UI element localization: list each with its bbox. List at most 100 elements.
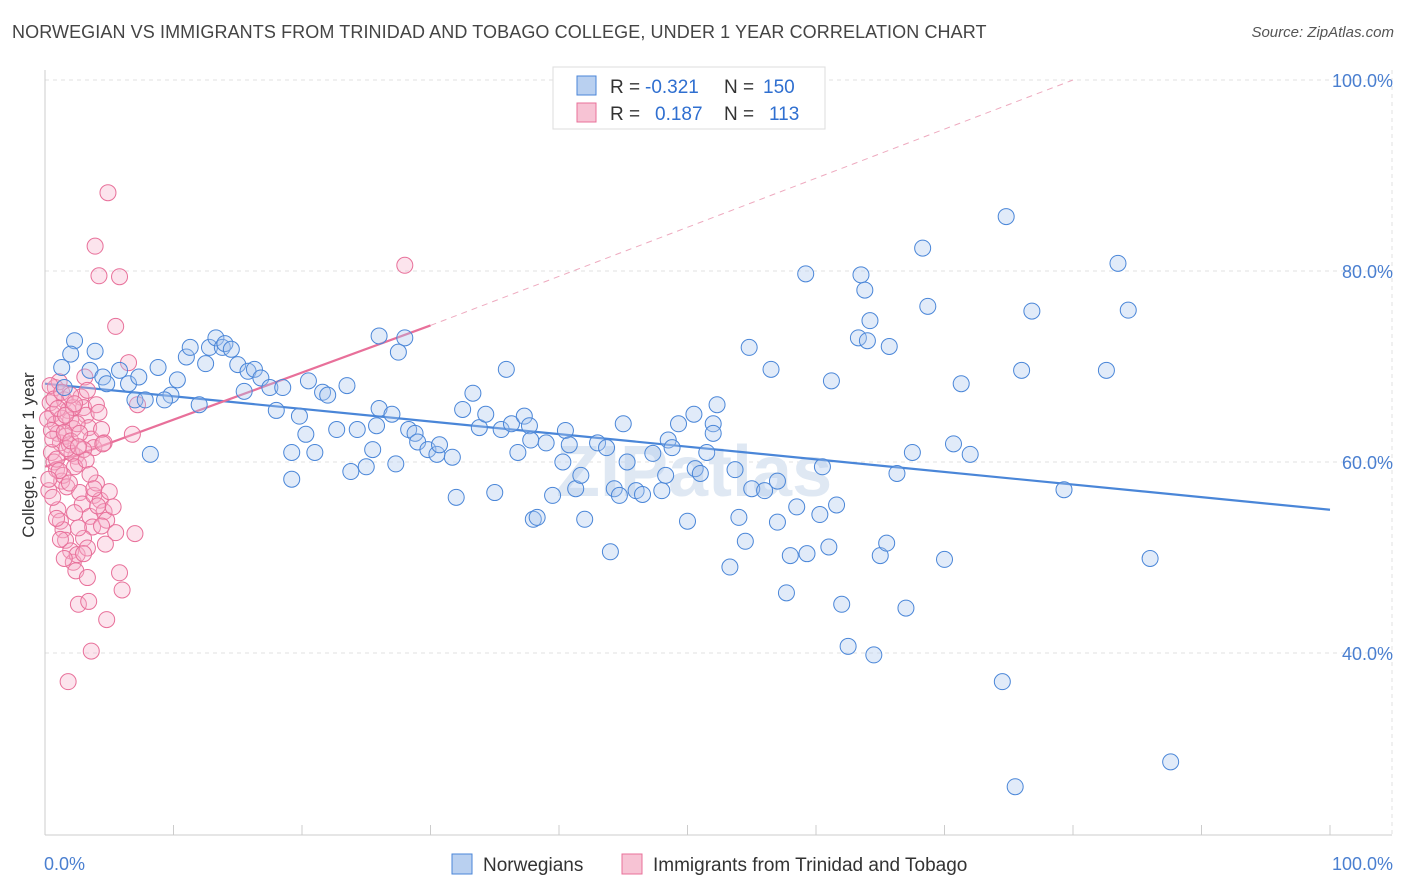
- point-trinidad-73: [99, 184, 117, 202]
- point-norwegians-126: [997, 208, 1015, 226]
- point-norwegians-88: [663, 439, 681, 457]
- point-norwegians-35: [314, 383, 332, 401]
- point-norwegians-66: [515, 407, 533, 425]
- point-norwegians-123: [944, 435, 962, 453]
- point-norwegians-99: [736, 532, 754, 550]
- point-trinidad-58: [111, 564, 129, 582]
- point-norwegians-138: [544, 486, 562, 504]
- point-norwegians-62: [486, 484, 504, 502]
- point-norwegians-108: [820, 538, 838, 556]
- legend-r-value-2: 0.187: [655, 104, 703, 125]
- point-norwegians-159: [822, 372, 840, 390]
- point-norwegians-134: [1141, 549, 1159, 567]
- legend-r-label-1: R =: [610, 77, 640, 98]
- point-norwegians-135: [1162, 753, 1180, 771]
- point-norwegians-57: [447, 488, 465, 506]
- point-norwegians-63: [492, 421, 510, 439]
- y-tick-label-0: 40.0%: [1342, 644, 1393, 664]
- legend-r-label-2: R =: [610, 104, 640, 125]
- point-norwegians-151: [168, 371, 186, 389]
- point-trinidad-105: [51, 530, 69, 548]
- point-norwegians-142: [657, 466, 675, 484]
- point-norwegians-16: [177, 348, 195, 366]
- point-norwegians-40: [348, 421, 366, 439]
- point-norwegians-98: [730, 508, 748, 526]
- source-credit: Source: ZipAtlas.com: [1251, 24, 1394, 41]
- y-tick-label-1: 60.0%: [1342, 453, 1393, 473]
- point-norwegians-145: [781, 547, 799, 565]
- point-trinidad-96: [69, 438, 87, 456]
- point-norwegians-149: [961, 445, 979, 463]
- bottom-legend-swatch-trinidad: [621, 853, 643, 875]
- point-norwegians-136: [685, 405, 703, 423]
- point-norwegians-3: [62, 345, 80, 363]
- point-norwegians-71: [537, 434, 555, 452]
- point-trinidad-85: [68, 415, 86, 433]
- point-norwegians-109: [828, 496, 846, 514]
- legend-r-value-1: -0.321: [645, 77, 699, 98]
- point-norwegians-153: [740, 338, 758, 356]
- point-trinidad-25: [85, 439, 103, 457]
- point-norwegians-50: [370, 327, 388, 345]
- point-trinidad-47: [68, 546, 86, 564]
- point-trinidad-109: [69, 519, 87, 537]
- point-norwegians-36: [319, 386, 337, 404]
- point-norwegians-26: [245, 360, 263, 378]
- point-norwegians-119: [903, 443, 921, 461]
- point-norwegians-116: [878, 534, 896, 552]
- point-norwegians-74: [560, 436, 578, 454]
- point-trinidad-48: [75, 529, 93, 547]
- point-norwegians-23: [222, 340, 240, 358]
- point-norwegians-150: [235, 382, 253, 400]
- point-norwegians-105: [788, 498, 806, 516]
- chart-title: NORWEGIAN VS IMMIGRANTS FROM TRINIDAD AN…: [12, 22, 987, 42]
- legend-swatch-blue: [576, 75, 597, 96]
- point-norwegians-111: [839, 637, 857, 655]
- point-trinidad-71: [111, 268, 129, 286]
- point-norwegians-33: [297, 425, 315, 443]
- point-norwegians-64: [502, 415, 520, 433]
- point-trinidad-35: [78, 381, 96, 399]
- point-trinidad-56: [104, 498, 122, 516]
- point-norwegians-89: [670, 415, 688, 433]
- point-norwegians-140: [852, 266, 870, 284]
- point-norwegians-41: [357, 458, 375, 476]
- point-trinidad-74: [396, 256, 414, 274]
- point-trinidad-76: [42, 421, 60, 439]
- point-norwegians-10: [130, 368, 148, 386]
- point-norwegians-102: [762, 360, 780, 378]
- point-norwegians-38: [338, 377, 356, 395]
- point-trinidad-87: [75, 441, 93, 459]
- point-trinidad-62: [82, 642, 100, 660]
- point-norwegians-42: [364, 441, 382, 459]
- x-tick-label-1: 100.0%: [1332, 854, 1393, 874]
- series-trinidad-points: [39, 184, 414, 691]
- point-norwegians-58: [454, 400, 472, 418]
- axes: [44, 70, 1392, 836]
- point-norwegians-75: [567, 480, 585, 498]
- point-norwegians-146: [797, 265, 815, 283]
- point-norwegians-131: [1097, 361, 1115, 379]
- point-trinidad-69: [107, 317, 125, 335]
- point-norwegians-128: [1013, 361, 1031, 379]
- point-norwegians-61: [477, 405, 495, 423]
- point-trinidad-101: [96, 535, 114, 553]
- legend-swatch-pink: [576, 102, 597, 123]
- point-trinidad-65: [126, 525, 144, 543]
- point-norwegians-59: [464, 384, 482, 402]
- bottom-legend-norwegians: Norwegians: [483, 855, 583, 876]
- point-trinidad-93: [57, 406, 75, 424]
- trend-line-norwegians: [44, 382, 1331, 511]
- point-norwegians-122: [936, 550, 953, 568]
- legend-top: R = -0.321 N = 150 R = 0.187 N = 113: [552, 66, 826, 130]
- point-norwegians-45: [383, 405, 401, 423]
- point-norwegians-94: [704, 415, 722, 433]
- point-norwegians-65: [509, 443, 527, 461]
- point-trinidad-81: [55, 423, 73, 441]
- point-norwegians-103: [768, 513, 786, 531]
- point-trinidad-95: [66, 395, 84, 413]
- point-norwegians-110: [833, 595, 851, 613]
- point-norwegians-13: [149, 358, 167, 376]
- point-norwegians-101: [756, 482, 774, 500]
- point-norwegians-24: [229, 356, 247, 374]
